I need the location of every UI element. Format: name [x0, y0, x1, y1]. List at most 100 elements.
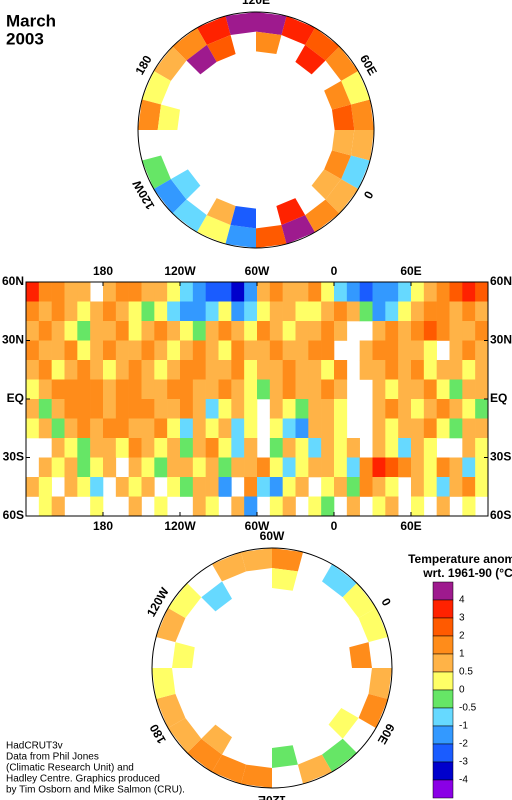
grid-cell — [269, 379, 283, 400]
legend-label: 0.5 — [459, 667, 473, 678]
grid-cell — [372, 321, 386, 341]
x-tick-label: 60W — [245, 264, 270, 278]
grid-cell — [282, 321, 296, 341]
grid-cell — [115, 321, 129, 341]
grid-cell — [436, 477, 450, 497]
grid-cell — [308, 496, 322, 517]
grid-cell — [372, 457, 386, 478]
grid-cell — [358, 693, 388, 728]
grid-cell — [449, 477, 463, 497]
grid-cell — [449, 282, 463, 302]
grid-cell — [411, 282, 425, 302]
grid-cell — [385, 340, 399, 361]
grid-cell — [218, 399, 232, 419]
lon-label: 60W — [260, 529, 285, 543]
grid-cell — [167, 457, 181, 478]
grid-cell — [244, 282, 258, 302]
grid-cell — [308, 399, 322, 419]
grid-cell — [321, 321, 335, 341]
grid-cell — [205, 496, 219, 517]
grid-cell — [462, 301, 476, 322]
x-tick-label: 60W — [245, 519, 270, 533]
grid-cell — [38, 399, 52, 419]
grid-cell — [38, 477, 52, 497]
grid-cell — [64, 301, 78, 322]
grid-cell — [436, 360, 450, 380]
grid-cell — [372, 379, 386, 400]
lon-label: 0 — [378, 596, 394, 609]
grid-cell — [167, 399, 181, 419]
grid-cell — [462, 418, 476, 439]
grid-cell — [311, 169, 342, 200]
grid-cell — [325, 46, 359, 81]
grid-cell — [26, 301, 40, 322]
y-tick-label: EQ — [7, 391, 24, 405]
grid-cell — [142, 71, 171, 105]
grid-cell — [475, 321, 489, 341]
grid-cell — [321, 340, 335, 361]
grid-cell — [256, 224, 287, 248]
y-tick-label: 30N — [2, 333, 24, 347]
grid-cell — [153, 179, 187, 214]
grid-cell — [436, 379, 450, 400]
grid-cell — [436, 282, 450, 302]
grid-cell — [269, 438, 283, 458]
grid-cell — [269, 360, 283, 380]
grid-cell — [411, 301, 425, 322]
grid-cell — [225, 12, 256, 36]
grid-cell — [115, 477, 129, 497]
grid-cell — [141, 477, 155, 497]
grid-cell — [324, 80, 351, 110]
grid-cell — [475, 379, 489, 400]
grid-cell — [449, 360, 463, 380]
grid-cell — [180, 340, 194, 361]
grid-cell — [51, 457, 65, 478]
legend-swatch — [432, 779, 454, 799]
grid-cell — [350, 99, 374, 130]
grid-cell — [449, 340, 463, 361]
legend-title: wrt. 1961-90 (°C) — [422, 566, 512, 580]
grid-cell — [77, 301, 91, 322]
grid-cell — [38, 457, 52, 478]
grid-cell — [154, 399, 168, 419]
grid-cell — [231, 282, 245, 302]
grid-cell — [436, 399, 450, 419]
lon-label: 120E — [242, 0, 270, 7]
grid-cell — [321, 496, 335, 517]
grid-cell — [385, 321, 399, 341]
grid-cell — [64, 399, 78, 419]
grid-cell — [462, 360, 476, 380]
grid-cell — [103, 399, 117, 419]
grid-cell — [128, 496, 142, 517]
grid-cell — [295, 282, 309, 302]
grid-cell — [244, 477, 258, 497]
grid-cell — [257, 301, 271, 322]
grid-cell — [324, 150, 351, 180]
grid-cell — [90, 360, 104, 380]
grid-cell — [141, 399, 155, 419]
grid-cell — [411, 340, 425, 361]
grid-cell — [269, 340, 283, 361]
grid-cell — [142, 155, 171, 189]
grid-cell — [385, 379, 399, 400]
lon-label: 0 — [361, 189, 377, 202]
grid-cell — [115, 438, 129, 458]
grid-cell — [64, 477, 78, 497]
grid-cell — [328, 708, 359, 739]
grid-cell — [26, 379, 40, 400]
grid-cell — [170, 169, 201, 200]
legend-label: -2 — [459, 739, 468, 750]
grid-cell — [206, 35, 236, 62]
grid-cell — [103, 340, 117, 361]
grid-cell — [436, 301, 450, 322]
grid-cell — [103, 438, 117, 458]
grid-cell — [90, 301, 104, 322]
grid-cell — [180, 457, 194, 478]
grid-cell — [398, 321, 412, 341]
grid-cell — [321, 457, 335, 478]
grid-cell — [436, 496, 450, 517]
grid-cell — [77, 399, 91, 419]
grid-cell — [269, 399, 283, 419]
grid-cell — [231, 340, 245, 361]
grid-cell — [128, 301, 142, 322]
